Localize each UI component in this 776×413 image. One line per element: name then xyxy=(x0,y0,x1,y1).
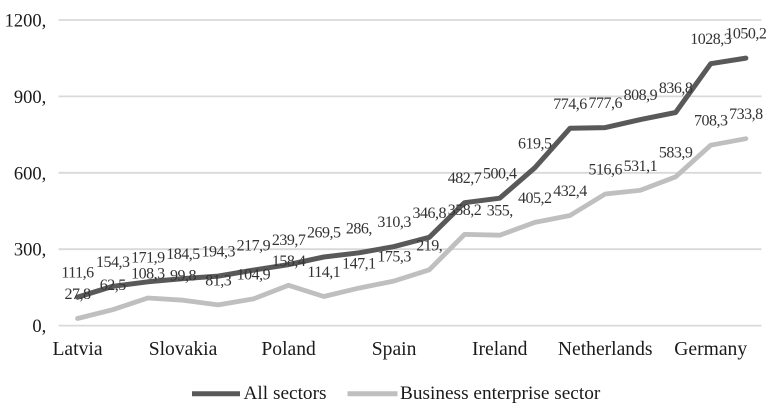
svg-text:1028,3: 1028,3 xyxy=(690,31,732,48)
svg-text:Poland: Poland xyxy=(261,339,316,360)
svg-text:619,5: 619,5 xyxy=(518,135,552,152)
svg-text:184,5: 184,5 xyxy=(166,246,200,263)
svg-text:194,3: 194,3 xyxy=(201,244,235,261)
svg-text:269,5: 269,5 xyxy=(307,225,341,242)
svg-text:158,4: 158,4 xyxy=(272,253,306,270)
svg-text:175,3: 175,3 xyxy=(377,249,411,266)
svg-text:836,8: 836,8 xyxy=(659,80,693,97)
svg-text:Ireland: Ireland xyxy=(472,339,528,360)
svg-text:808,9: 808,9 xyxy=(624,87,658,104)
svg-text:114,1: 114,1 xyxy=(307,264,340,281)
svg-text:Business enterprise sector: Business enterprise sector xyxy=(400,383,601,404)
svg-text:Spain: Spain xyxy=(372,339,417,360)
svg-text:147,1: 147,1 xyxy=(342,256,376,273)
svg-text:733,8: 733,8 xyxy=(729,106,763,123)
svg-text:219,: 219, xyxy=(416,237,442,254)
svg-text:81,3: 81,3 xyxy=(205,272,232,289)
svg-text:Germany: Germany xyxy=(674,339,747,360)
svg-text:62,5: 62,5 xyxy=(100,277,127,294)
svg-text:516,6: 516,6 xyxy=(588,162,622,179)
svg-text:300,: 300, xyxy=(14,241,46,261)
svg-text:358,2: 358,2 xyxy=(448,202,482,219)
svg-text:346,8: 346,8 xyxy=(413,205,447,222)
svg-text:708,3: 708,3 xyxy=(694,113,728,130)
svg-text:900,: 900, xyxy=(14,88,46,108)
svg-text:432,4: 432,4 xyxy=(553,183,587,200)
svg-text:27,8: 27,8 xyxy=(65,286,92,303)
svg-text:310,3: 310,3 xyxy=(377,214,411,231)
svg-text:1200,: 1200, xyxy=(5,12,47,32)
svg-text:111,6: 111,6 xyxy=(61,265,94,282)
svg-text:171,9: 171,9 xyxy=(131,249,165,266)
svg-text:286,: 286, xyxy=(346,220,372,237)
svg-text:600,: 600, xyxy=(14,164,46,184)
svg-text:531,1: 531,1 xyxy=(624,158,658,175)
svg-text:Slovakia: Slovakia xyxy=(149,339,218,360)
svg-text:108,3: 108,3 xyxy=(131,266,165,283)
svg-text:583,9: 583,9 xyxy=(659,144,693,161)
svg-text:0,: 0, xyxy=(32,317,46,337)
svg-text:Latvia: Latvia xyxy=(52,339,102,360)
svg-text:777,6: 777,6 xyxy=(588,95,622,112)
svg-text:Netherlands: Netherlands xyxy=(558,339,653,360)
svg-text:482,7: 482,7 xyxy=(448,170,482,187)
svg-text:239,7: 239,7 xyxy=(272,232,306,249)
svg-text:355,: 355, xyxy=(487,203,513,220)
svg-text:1050,2: 1050,2 xyxy=(725,26,767,43)
svg-text:All sectors: All sectors xyxy=(244,383,327,404)
svg-text:104,9: 104,9 xyxy=(237,266,271,283)
svg-text:99,8: 99,8 xyxy=(170,268,197,285)
svg-text:500,4: 500,4 xyxy=(483,166,517,183)
svg-text:774,6: 774,6 xyxy=(553,96,587,113)
svg-text:154,3: 154,3 xyxy=(96,254,130,271)
svg-text:217,9: 217,9 xyxy=(237,238,271,255)
svg-text:405,2: 405,2 xyxy=(518,190,552,207)
